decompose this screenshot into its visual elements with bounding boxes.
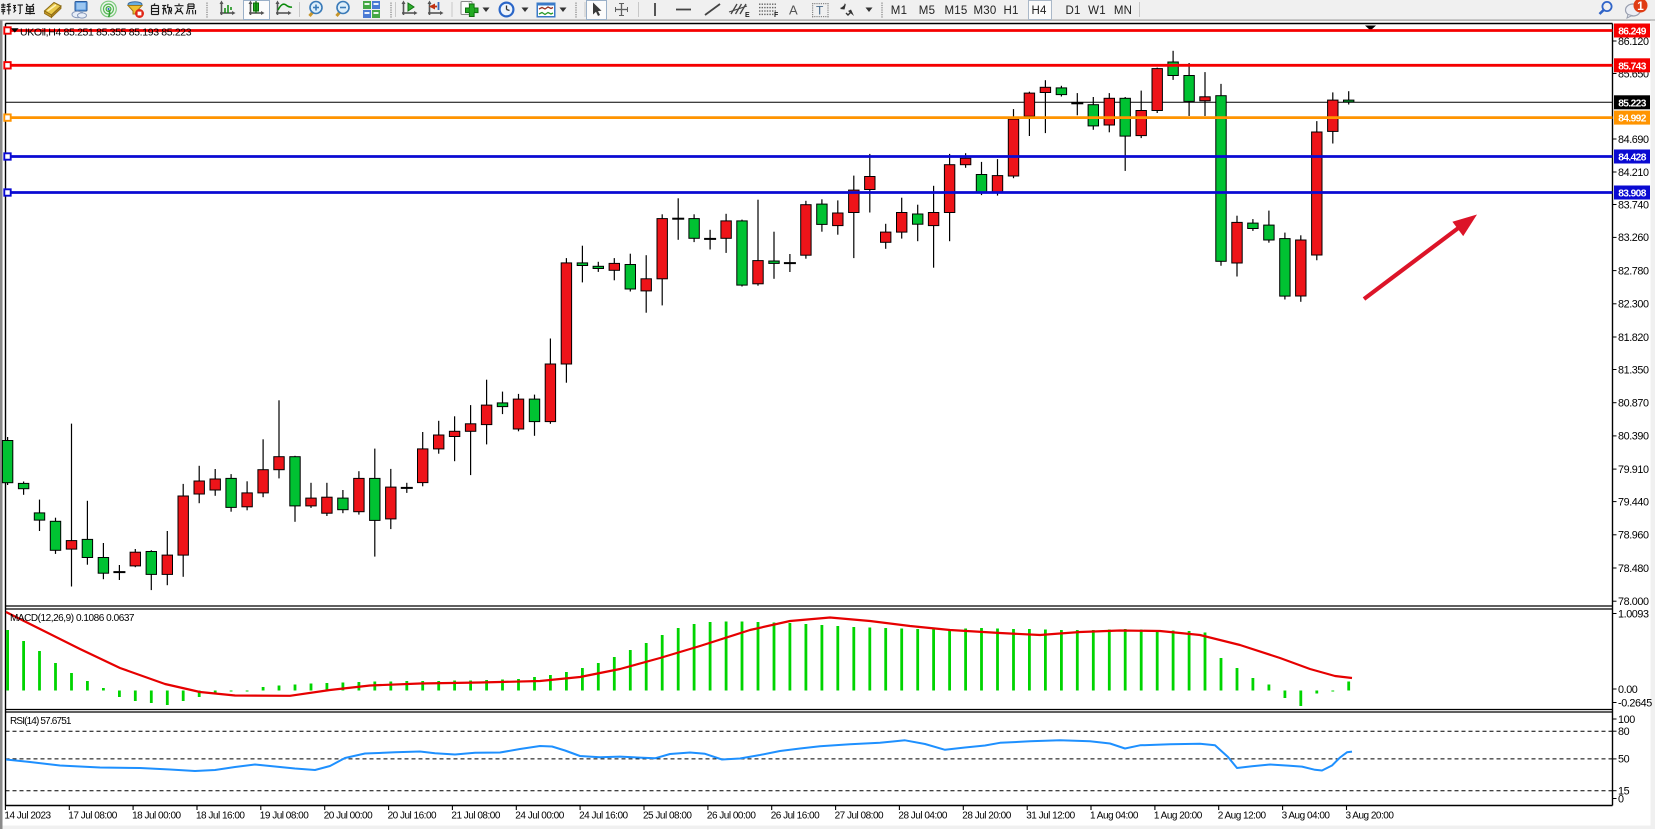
svg-text:27 Jul 08:00: 27 Jul 08:00 bbox=[835, 811, 884, 822]
svg-text:H1: H1 bbox=[1003, 5, 1018, 17]
svg-text:MACD(12,26,9) 0.1086 0.0637: MACD(12,26,9) 0.1086 0.0637 bbox=[10, 613, 135, 624]
svg-text:0.00: 0.00 bbox=[1618, 684, 1638, 696]
svg-text:M15: M15 bbox=[945, 5, 968, 17]
svg-text:MN: MN bbox=[1114, 5, 1132, 17]
svg-text:50: 50 bbox=[1618, 754, 1630, 766]
svg-text:80.390: 80.390 bbox=[1618, 431, 1649, 443]
svg-text:20 Jul 16:00: 20 Jul 16:00 bbox=[388, 811, 437, 822]
svg-text:81.350: 81.350 bbox=[1618, 364, 1649, 376]
svg-text:78.480: 78.480 bbox=[1618, 563, 1649, 575]
svg-text:M1: M1 bbox=[891, 5, 907, 17]
svg-text:85.223: 85.223 bbox=[1618, 98, 1646, 109]
svg-text:81.820: 81.820 bbox=[1618, 332, 1649, 344]
svg-text:78.960: 78.960 bbox=[1618, 530, 1649, 542]
svg-text:14 Jul 2023: 14 Jul 2023 bbox=[4, 811, 51, 822]
svg-text:UKOil,H4 85.251 85.355 85.193: UKOil,H4 85.251 85.355 85.193 85.223 bbox=[20, 27, 192, 39]
svg-text:21 Jul 08:00: 21 Jul 08:00 bbox=[451, 811, 500, 822]
svg-text:W1: W1 bbox=[1088, 5, 1106, 17]
svg-text:3 Aug 20:00: 3 Aug 20:00 bbox=[1346, 811, 1395, 822]
svg-text:83.908: 83.908 bbox=[1618, 189, 1646, 200]
svg-text:15: 15 bbox=[1618, 786, 1630, 798]
svg-text:F: F bbox=[774, 12, 779, 19]
svg-text:26 Jul 00:00: 26 Jul 00:00 bbox=[707, 811, 756, 822]
svg-text:84.428: 84.428 bbox=[1618, 153, 1646, 164]
svg-text:T: T bbox=[816, 4, 824, 18]
svg-text:78.000: 78.000 bbox=[1618, 596, 1649, 608]
svg-text:20 Jul 00:00: 20 Jul 00:00 bbox=[324, 811, 373, 822]
svg-text:-0.2645: -0.2645 bbox=[1618, 697, 1652, 709]
svg-text:0: 0 bbox=[1618, 793, 1624, 805]
svg-text:79.910: 79.910 bbox=[1618, 464, 1649, 476]
svg-text:100: 100 bbox=[1618, 714, 1635, 726]
svg-text:84.690: 84.690 bbox=[1618, 134, 1649, 146]
svg-text:17 Jul 08:00: 17 Jul 08:00 bbox=[68, 811, 117, 822]
svg-text:M5: M5 bbox=[919, 5, 935, 17]
svg-text:80.870: 80.870 bbox=[1618, 398, 1649, 410]
svg-text:18 Jul 00:00: 18 Jul 00:00 bbox=[132, 811, 181, 822]
svg-text:82.300: 82.300 bbox=[1618, 299, 1649, 311]
svg-text:A: A bbox=[789, 3, 798, 18]
svg-text:18 Jul 16:00: 18 Jul 16:00 bbox=[196, 811, 245, 822]
svg-text:31 Jul 12:00: 31 Jul 12:00 bbox=[1026, 811, 1075, 822]
svg-text:RSI(14) 57.6751: RSI(14) 57.6751 bbox=[10, 716, 72, 727]
svg-text:79.440: 79.440 bbox=[1618, 496, 1649, 508]
svg-text:2 Aug 12:00: 2 Aug 12:00 bbox=[1218, 811, 1267, 822]
svg-text:1.0093: 1.0093 bbox=[1618, 608, 1649, 620]
svg-text:3 Aug 04:00: 3 Aug 04:00 bbox=[1282, 811, 1331, 822]
svg-text:1: 1 bbox=[1637, 0, 1644, 13]
svg-text:M30: M30 bbox=[974, 5, 997, 17]
svg-text:28 Jul 20:00: 28 Jul 20:00 bbox=[962, 811, 1011, 822]
svg-text:24 Jul 16:00: 24 Jul 16:00 bbox=[579, 811, 628, 822]
svg-text:26 Jul 16:00: 26 Jul 16:00 bbox=[771, 811, 820, 822]
svg-text:H4: H4 bbox=[1031, 5, 1047, 17]
svg-text:D1: D1 bbox=[1065, 5, 1080, 17]
svg-text:83.260: 83.260 bbox=[1618, 232, 1649, 244]
svg-text:1 Aug 20:00: 1 Aug 20:00 bbox=[1154, 811, 1203, 822]
svg-text:1 Aug 04:00: 1 Aug 04:00 bbox=[1090, 811, 1139, 822]
svg-text:85.743: 85.743 bbox=[1618, 61, 1646, 72]
svg-text:80: 80 bbox=[1618, 726, 1630, 738]
svg-text:84.992: 84.992 bbox=[1618, 114, 1646, 125]
svg-text:84.210: 84.210 bbox=[1618, 167, 1649, 179]
svg-text:19 Jul 08:00: 19 Jul 08:00 bbox=[260, 811, 309, 822]
svg-text:E: E bbox=[745, 12, 750, 19]
svg-text:28 Jul 04:00: 28 Jul 04:00 bbox=[898, 811, 947, 822]
svg-text:86.249: 86.249 bbox=[1618, 27, 1646, 38]
svg-text:24 Jul 00:00: 24 Jul 00:00 bbox=[515, 811, 564, 822]
svg-text:86.120: 86.120 bbox=[1618, 36, 1649, 48]
svg-text:82.780: 82.780 bbox=[1618, 265, 1649, 277]
svg-text:83.740: 83.740 bbox=[1618, 199, 1649, 211]
svg-text:25 Jul 08:00: 25 Jul 08:00 bbox=[643, 811, 692, 822]
